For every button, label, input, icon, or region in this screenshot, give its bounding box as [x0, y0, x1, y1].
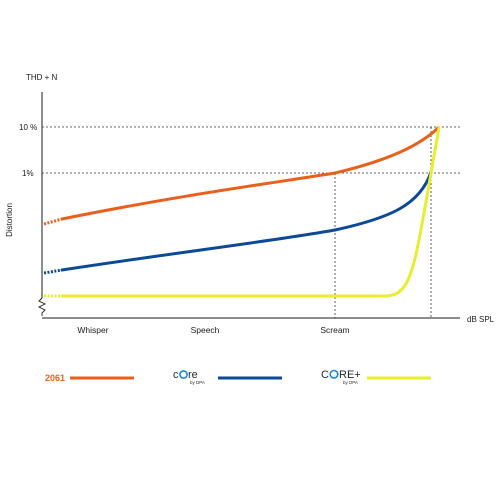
x-category-whisper: Whisper	[77, 325, 108, 335]
series-coreplus	[44, 126, 441, 298]
legend: 2061 c re by DPA C RE+ by DPA	[45, 369, 431, 385]
core-logo-o-icon	[179, 370, 188, 379]
series-coreplus-line	[60, 126, 441, 298]
legend-item-core: c re by DPA	[173, 369, 282, 385]
series-2061-line	[60, 126, 440, 221]
series-core-dotted-start	[43, 268, 63, 275]
coreplus-logo-o-icon	[329, 369, 339, 379]
coreplus-logo-c: C	[321, 369, 329, 381]
core-logo-re: re	[188, 369, 198, 381]
coreplus-logo: C RE+ by DPA	[321, 369, 361, 385]
legend-item-2061: 2061	[45, 373, 134, 383]
y-tick-1pct: 1%	[22, 169, 34, 178]
core-logo-sub: by DPA	[190, 380, 205, 385]
legend-label-2061: 2061	[45, 373, 65, 383]
y-axis-side-label: Distortion	[5, 203, 14, 237]
series-2061-dotted-start	[43, 217, 63, 226]
x-category-speech: Speech	[191, 325, 220, 335]
series-core-line	[60, 170, 433, 272]
core-logo-c: c	[173, 369, 179, 381]
coreplus-logo-sub: by DPA	[343, 380, 358, 385]
y-tick-10pct: 10 %	[19, 123, 37, 132]
axis-break	[37, 297, 47, 316]
coreplus-logo-rest: RE+	[339, 369, 361, 381]
core-logo: c re by DPA	[173, 369, 205, 385]
x-category-scream: Scream	[320, 325, 349, 335]
legend-item-coreplus: C RE+ by DPA	[321, 369, 431, 385]
x-axis-label: dB SPL	[467, 315, 495, 324]
series-core	[43, 170, 433, 275]
y-axis-top-label: THD + N	[26, 73, 58, 82]
series-2061	[43, 126, 440, 226]
